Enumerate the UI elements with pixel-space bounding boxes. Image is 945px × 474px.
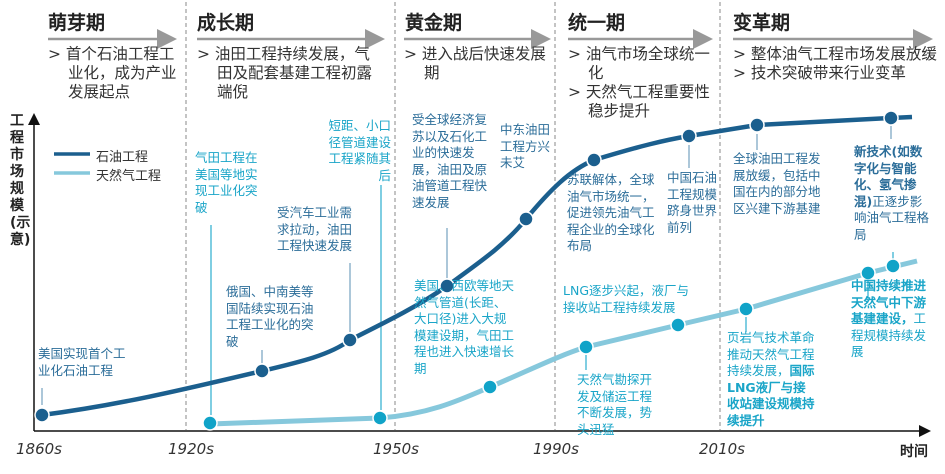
phase-title: 萌芽期 xyxy=(48,12,106,34)
annotation: 苏联解体，全球油气市场统一，促进领先油气工程企业的全球化布局 xyxy=(567,172,655,253)
annotation: 受全球经济复苏以及石化工业的快速发展，油田及原油管道工程快速发展 xyxy=(412,112,488,210)
annotation: 页岩气技术革命推动天然气工程持续发展，国际LNG液厂与接收站建设规模持续提升 xyxy=(727,330,815,428)
x-axis-label: 时间 xyxy=(900,444,928,460)
phase-bullets: > 油气市场全球统一化 > 天然气工程重要性稳步提升 xyxy=(568,45,710,120)
gas-milestones xyxy=(202,258,901,431)
annotation: 美国实现首个工业化石油工程 xyxy=(38,346,126,378)
annotation: 中东油田工程方兴未艾 xyxy=(500,122,551,170)
phase-title: 统一期 xyxy=(568,12,626,34)
annotation: 气田工程在美国等地实现工业化突破 xyxy=(195,150,258,215)
annotation: 全球油田工程发展放缓，包括中国在内的部分地区兴建下游基建 xyxy=(733,151,821,216)
annotation: 受汽车工业需求拉动，油田工程快速发展 xyxy=(277,205,353,253)
annotation: 中国持续推进天然气中下游基建建设，工程规模持续发展 xyxy=(851,278,927,359)
legend-gas: 天然气工程 xyxy=(96,169,162,184)
annotation: 美国、西欧等地天然气管道(长距、大口径)进入大规模建设期，气田工程也进入快速增长… xyxy=(414,278,515,376)
annotation: 短距、小口径管道建设工程紧随其后 xyxy=(328,118,391,183)
x-tick: 2010s xyxy=(699,440,745,458)
leader-lines xyxy=(41,126,892,405)
phase-bullets: > 整体油气工程市场发展放缓 > 技术突破带来行业变革 xyxy=(733,45,937,82)
annotation: 天然气勘探开发及储运工程不断发展，势头迅猛 xyxy=(577,372,653,437)
phase-bullets: > 进入战后快速发展期 xyxy=(404,45,546,82)
oil-milestones xyxy=(34,110,899,423)
phase-title: 黄金期 xyxy=(405,12,463,34)
y-axis-label: 工程市场规模(示意) xyxy=(10,113,31,248)
phase-bullets: > 油田工程持续发展，气田及配套基建工程初露端倪 xyxy=(197,45,373,101)
phase-bullets: > 首个石油工程工业化，成为产业发展起点 xyxy=(48,45,177,101)
annotation: 俄国、中南美等国陆续实现石油工程工业化的突破 xyxy=(226,284,314,349)
x-tick: 1950s xyxy=(373,440,419,458)
phase-title: 成长期 xyxy=(197,12,255,34)
x-tick: 1990s xyxy=(533,440,579,458)
phase-dividers xyxy=(185,2,721,430)
annotation: 新技术(如数字化与智能化、氢气掺混)正逐步影响油气工程格局 xyxy=(854,144,930,242)
annotation: LNG逐步兴起，液厂与接收站工程持续发展 xyxy=(563,283,690,315)
annotation: 中国石油工程规模跻身世界前列 xyxy=(667,170,718,235)
phase-title: 变革期 xyxy=(733,12,791,34)
legend-oil: 石油工程 xyxy=(96,150,149,165)
x-tick: 1860s xyxy=(16,440,62,458)
x-tick: 1920s xyxy=(168,440,214,458)
